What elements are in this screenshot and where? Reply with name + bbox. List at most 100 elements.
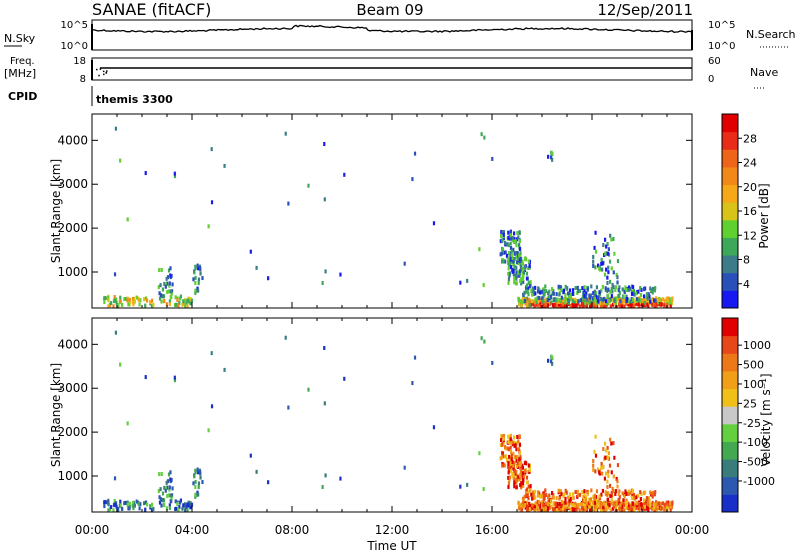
- power-point: [169, 289, 172, 294]
- power-point: [581, 286, 584, 291]
- velocity-point: [534, 489, 537, 494]
- velocity-point: [509, 450, 513, 455]
- power-point: [192, 277, 195, 282]
- velocity-point: [210, 404, 214, 409]
- power-point: [539, 304, 542, 309]
- velocity-point: [610, 441, 613, 446]
- velocity-point: [604, 490, 607, 495]
- colorbar-segment: [722, 184, 738, 203]
- velocity-point: [606, 479, 609, 484]
- velocity-point: [600, 492, 603, 497]
- velocity-point: [201, 480, 204, 485]
- power-point: [544, 297, 548, 302]
- velocity-point: [653, 505, 656, 510]
- power-point: [179, 294, 183, 299]
- power-point: [523, 299, 527, 304]
- velocity-point: [651, 500, 654, 505]
- power-point: [549, 294, 553, 299]
- velocity-point: [182, 503, 185, 508]
- power-point: [557, 284, 560, 289]
- power-point: [181, 302, 184, 307]
- power-point: [504, 259, 507, 264]
- power-point: [545, 289, 548, 294]
- power-point: [138, 302, 141, 307]
- nave-tick-high: 60: [708, 56, 721, 67]
- velocity-point: [166, 494, 169, 499]
- velocity-point: [534, 495, 537, 500]
- velocity-point: [131, 503, 134, 508]
- velocity-point: [521, 471, 525, 476]
- colorbar-segment: [722, 166, 738, 186]
- time-tick-label: 04:00: [175, 523, 210, 537]
- velocity-point: [544, 506, 547, 511]
- power-point: [585, 300, 588, 305]
- velocity-point: [145, 502, 149, 507]
- power-point: [632, 304, 635, 309]
- velocity-point: [511, 442, 514, 447]
- velocity-point: [521, 481, 525, 486]
- velocity-point: [611, 486, 614, 491]
- velocity-point: [508, 475, 511, 480]
- velocity-point: [163, 485, 166, 490]
- velocity-point: [525, 461, 528, 466]
- power-point: [537, 298, 540, 303]
- power-point: [515, 260, 519, 265]
- power-point: [521, 259, 524, 264]
- power-point: [558, 292, 561, 297]
- power-point: [158, 291, 161, 296]
- noise-tick-high-left: 10^5: [61, 20, 88, 31]
- power-point: [569, 304, 572, 309]
- power-point: [104, 295, 107, 300]
- power-point: [643, 287, 646, 292]
- power-point: [518, 238, 522, 243]
- velocity-point: [622, 498, 625, 503]
- velocity-point: [618, 494, 621, 499]
- power-point: [559, 285, 562, 290]
- power-point: [108, 302, 112, 307]
- velocity-point: [606, 445, 609, 450]
- noise-tick-low-right: 10^0: [708, 41, 735, 52]
- power-point: [507, 250, 511, 255]
- velocity-point: [515, 478, 518, 483]
- noise-line: [91, 24, 693, 33]
- velocity-point: [575, 503, 578, 508]
- velocity-point: [507, 454, 511, 459]
- velocity-point: [107, 508, 110, 513]
- velocity-point: [599, 501, 603, 506]
- power-point: [551, 303, 555, 308]
- power-point: [608, 259, 612, 264]
- velocity-point: [612, 489, 615, 494]
- power-point: [500, 229, 503, 234]
- power-point: [517, 270, 520, 275]
- velocity-point: [618, 489, 621, 494]
- power-point: [152, 302, 155, 307]
- power-point: [586, 297, 589, 302]
- power-point: [139, 298, 142, 303]
- velocity-point: [197, 470, 200, 475]
- power-point: [518, 258, 521, 263]
- colorbar-segment: [722, 237, 738, 256]
- velocity-point: [501, 453, 504, 458]
- velocity-point: [599, 503, 602, 508]
- velocity-point: [607, 451, 610, 456]
- power-point: [579, 298, 582, 303]
- power-point: [525, 286, 528, 291]
- power-point: [606, 241, 609, 246]
- velocity-point: [600, 465, 603, 470]
- power-point: [113, 294, 116, 299]
- power-point: [646, 296, 649, 301]
- power-point: [120, 302, 124, 307]
- power-point: [599, 299, 602, 304]
- velocity-point: [103, 504, 106, 509]
- velocity-point: [643, 504, 646, 509]
- velocity-point: [586, 501, 589, 506]
- power-point: [183, 299, 186, 304]
- power-point: [651, 296, 654, 301]
- velocity-point: [604, 503, 608, 508]
- velocity-point: [165, 480, 168, 485]
- power-point: [534, 291, 537, 296]
- velocity-point: [593, 500, 597, 505]
- colorbar-segment: [722, 406, 738, 425]
- velocity-point: [307, 387, 310, 392]
- power-point: [525, 257, 528, 262]
